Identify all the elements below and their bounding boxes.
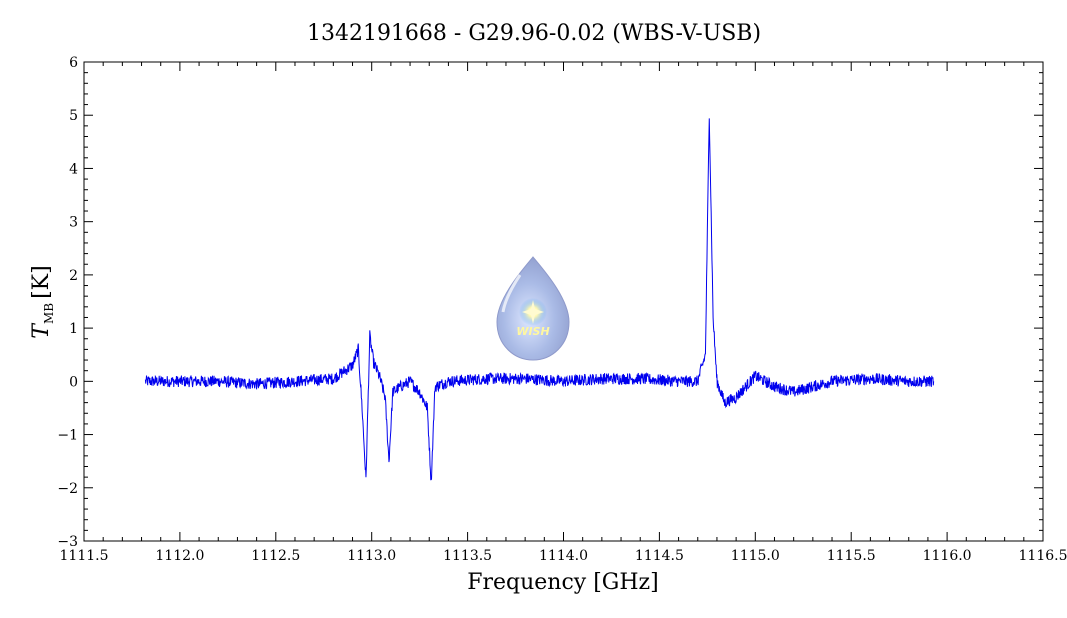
y-axis-label-symbol: T xyxy=(29,322,54,339)
spectrum-line xyxy=(144,118,935,481)
y-axis-label-subscript: MB xyxy=(42,303,56,324)
y-axis-label: TMB [K] xyxy=(29,265,56,338)
y-tick-label: −2 xyxy=(57,481,78,497)
x-tick-label: 1112.5 xyxy=(251,548,300,564)
svg-text:TMB[K]: TMB [K] xyxy=(29,265,56,338)
y-tick-label: 6 xyxy=(69,55,78,71)
star-icon xyxy=(522,300,544,324)
logo-text: WISH xyxy=(516,325,549,338)
y-tick-label: 5 xyxy=(69,108,78,124)
x-axis-label: Frequency [GHz] xyxy=(467,570,659,595)
x-tick-label: 1111.5 xyxy=(60,548,109,564)
y-tick-label: 0 xyxy=(69,374,78,390)
y-tick-label: 4 xyxy=(69,161,78,177)
y-tick-labels: −3 −2 −1 0 1 2 3 4 5 6 xyxy=(57,55,78,550)
y-tick-label: 3 xyxy=(69,215,78,231)
x-tick-label: 1113.5 xyxy=(443,548,492,564)
chart-title: 1342191668 - G29.96-0.02 (WBS-V-USB) xyxy=(307,21,761,46)
y-axis-label-unit: [K] xyxy=(29,265,54,299)
x-tick-label: 1115.5 xyxy=(827,548,876,564)
y-tick-label: 1 xyxy=(69,321,78,337)
x-tick-label: 1116.0 xyxy=(923,548,972,564)
y-tick-label: −1 xyxy=(57,428,78,444)
x-tick-label: 1113.0 xyxy=(347,548,396,564)
x-tick-label: 1112.0 xyxy=(155,548,204,564)
x-tick-label: 1114.5 xyxy=(635,548,684,564)
x-tick-label: 1116.5 xyxy=(1019,548,1067,564)
plot-frame xyxy=(83,61,1044,542)
y-tick-label: 2 xyxy=(69,268,78,284)
x-tick-labels: 1111.5 1112.0 1112.5 1113.0 1113.5 1114.0 1114… xyxy=(60,548,1067,564)
y-tick-label: −3 xyxy=(57,534,78,550)
x-tick-label: 1115.0 xyxy=(731,548,780,564)
wish-logo: WISH xyxy=(496,256,570,361)
x-tick-label: 1114.0 xyxy=(539,548,588,564)
